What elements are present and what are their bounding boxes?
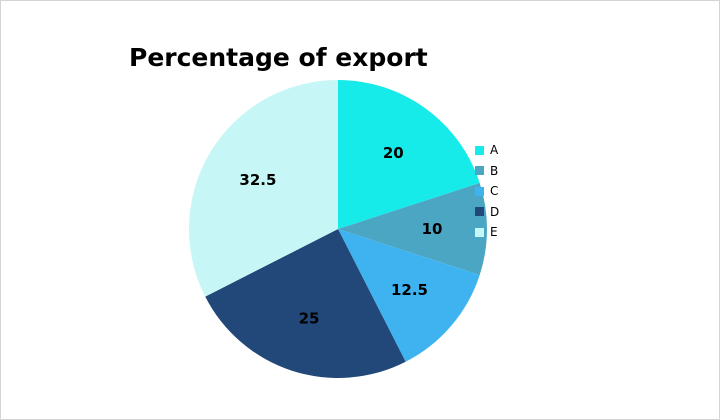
legend-label: E <box>490 225 498 240</box>
legend-swatch <box>475 166 484 176</box>
legend-swatch <box>475 186 484 196</box>
pie-value-label-e: 32.5 <box>239 171 276 189</box>
pie-value-label-d: 25 <box>299 309 320 327</box>
legend-item-e: E <box>475 222 499 243</box>
pie-slice-a <box>338 80 480 229</box>
legend-label: D <box>490 204 500 219</box>
pie-slice-b <box>338 182 488 276</box>
pie-slice-c <box>338 229 480 362</box>
legend-swatch <box>475 207 484 217</box>
legend-swatch <box>475 145 484 155</box>
pie-slice-e <box>189 79 338 297</box>
pie-value-labels: 20 10 12.5 25 32.5 <box>239 144 442 327</box>
pie-slices <box>189 79 488 378</box>
legend-label: C <box>490 184 499 199</box>
legend-label: A <box>490 143 499 158</box>
legend-item-c: C <box>475 181 499 202</box>
legend-item-b: B <box>475 161 499 182</box>
legend-item-d: D <box>475 202 499 223</box>
legend-label: B <box>490 163 499 178</box>
legend-swatch <box>475 227 484 237</box>
chart-title: Percentage of export <box>129 43 428 72</box>
pie-slice-d <box>205 229 406 378</box>
legend-item-a: A <box>475 140 499 161</box>
pie-value-label-b: 10 <box>422 220 443 238</box>
pie-value-label-c: 12.5 <box>391 281 428 299</box>
pie-value-label-a: 20 <box>383 144 404 162</box>
